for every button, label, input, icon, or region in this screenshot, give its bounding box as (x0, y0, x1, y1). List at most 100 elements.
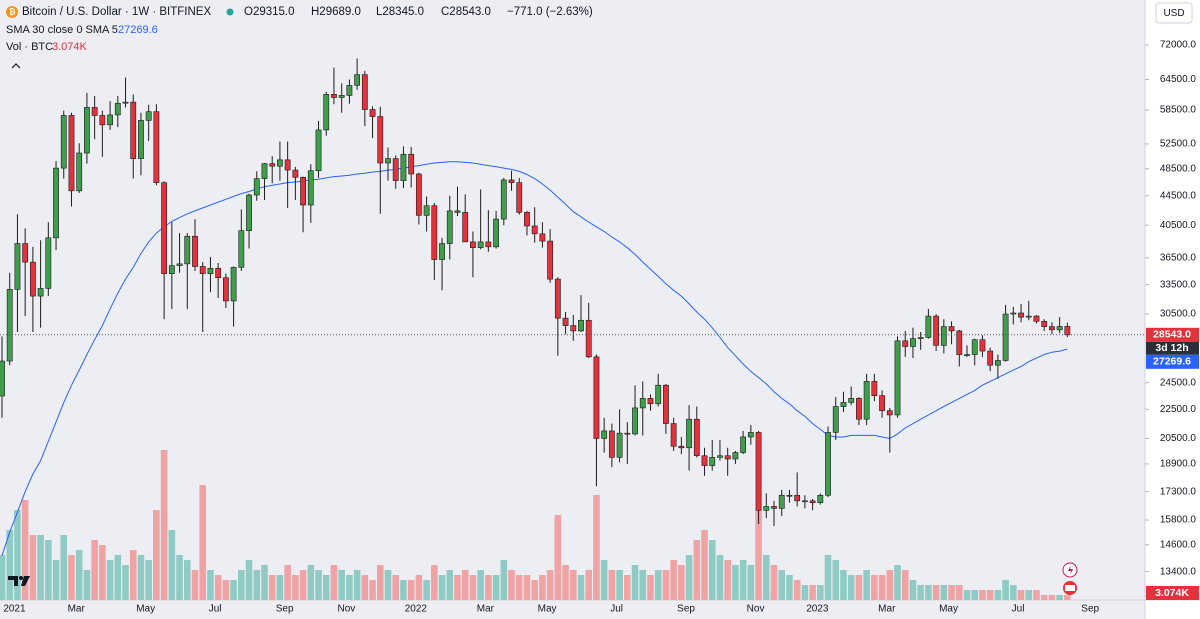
volume-bar (1010, 585, 1017, 600)
volume-bar (106, 560, 114, 600)
volume-bar (708, 540, 716, 600)
candle-body (192, 235, 198, 267)
volume-bar (909, 580, 917, 600)
candle-body (277, 159, 283, 167)
volume-bar (786, 575, 793, 600)
volume-bar (817, 585, 824, 600)
x-tick-label: Mar (68, 604, 86, 615)
volume-bar (678, 565, 685, 600)
volume-bar (840, 570, 847, 600)
y-tick-label: 24500.0 (1160, 377, 1197, 388)
tv-logo[interactable] (8, 576, 30, 586)
volume-bar (477, 570, 484, 600)
candle-body (84, 107, 90, 154)
volume-bar (562, 565, 569, 600)
candle-body (68, 115, 75, 192)
candle-body (29, 261, 36, 297)
volume-bar (871, 575, 878, 600)
candle-body (956, 330, 963, 355)
sma-legend-value: 27269.6 (118, 24, 158, 36)
volume-bar (739, 560, 747, 600)
volume-bar (863, 570, 870, 600)
volume-bar (1040, 595, 1048, 600)
candle-body (516, 182, 523, 213)
price-badge-label: 28543.0 (1153, 329, 1191, 341)
candle-body (446, 210, 453, 244)
currency-box[interactable] (1155, 2, 1193, 24)
candle-body (145, 111, 152, 121)
volume-bar (191, 570, 199, 600)
candle-body (1025, 315, 1032, 318)
volume-bar (932, 585, 940, 600)
candle-body (385, 158, 391, 164)
candle-body (763, 506, 770, 511)
symbol-title: Bitcoin / U.S. Dollar · 1W · BITFINEX (22, 6, 211, 18)
candle-body (300, 176, 306, 206)
volume-bar (423, 580, 430, 600)
volume-bar (45, 540, 52, 600)
candle-body (747, 432, 754, 438)
candle-body (176, 263, 183, 266)
x-tick-label: May (538, 604, 557, 615)
volume-bar (153, 510, 160, 600)
volume-bar (245, 560, 253, 600)
candle-body (856, 398, 862, 420)
volume-bar (454, 575, 461, 600)
volume-bar (338, 570, 345, 600)
candle-body (1041, 321, 1048, 327)
candle-body (377, 116, 384, 164)
candle-body (578, 319, 584, 332)
candle-body (616, 432, 623, 458)
flag-glyph (1065, 585, 1075, 591)
candle-body (601, 430, 608, 439)
candle-body (6, 289, 13, 362)
volume-bar (917, 585, 924, 600)
volume-bar (361, 575, 369, 600)
volume-bar (955, 585, 963, 600)
volume-bar (546, 570, 554, 600)
volume-bar (855, 575, 863, 600)
volume-bar (670, 560, 677, 600)
sma-badge-label: 27269.6 (1153, 356, 1191, 368)
candle-body (60, 115, 67, 169)
y-tick-label: 20500.0 (1160, 433, 1197, 444)
candle-body (0, 360, 5, 397)
price-badge (1146, 327, 1199, 342)
candle-body (1056, 326, 1063, 331)
candle-body (624, 432, 631, 435)
candle-body (724, 455, 731, 460)
volume-bar (238, 570, 245, 600)
volume-bar (770, 565, 778, 600)
volume-bar (400, 580, 407, 600)
volume-bar (747, 565, 755, 600)
candle-body (817, 494, 824, 503)
volume-bar (485, 575, 492, 600)
candle-body (53, 167, 59, 239)
volume-bar (963, 590, 971, 600)
collapse-legend[interactable] (11, 63, 21, 69)
candle-body (1010, 312, 1017, 315)
volume-bar (1025, 590, 1033, 600)
candle-body (755, 432, 762, 511)
candle-body (655, 384, 662, 405)
volume-bar (979, 590, 986, 600)
volume-bar (276, 575, 284, 600)
volume-bar (1017, 590, 1025, 600)
x-tick-label: Jul (1012, 604, 1025, 615)
x-tick-label: Sep (677, 604, 695, 615)
bitcoin-glyph: ₿ (9, 8, 16, 17)
candle-body (848, 398, 855, 403)
currency-label[interactable]: USD (1163, 8, 1184, 19)
candle-body (462, 212, 469, 243)
volume-bar (685, 555, 693, 600)
volume-bar (183, 560, 191, 600)
sma-legend: SMA 30 close 0 SMA 5 (6, 24, 118, 36)
candle-body (238, 230, 245, 268)
y-tick-label: 30500.0 (1160, 309, 1197, 320)
volume-bar (778, 570, 786, 600)
currency-button[interactable]: USD (1155, 2, 1193, 24)
volume-bar (569, 570, 577, 600)
volume-legend-value: 3.074K (52, 41, 88, 53)
candle-body (130, 101, 137, 159)
